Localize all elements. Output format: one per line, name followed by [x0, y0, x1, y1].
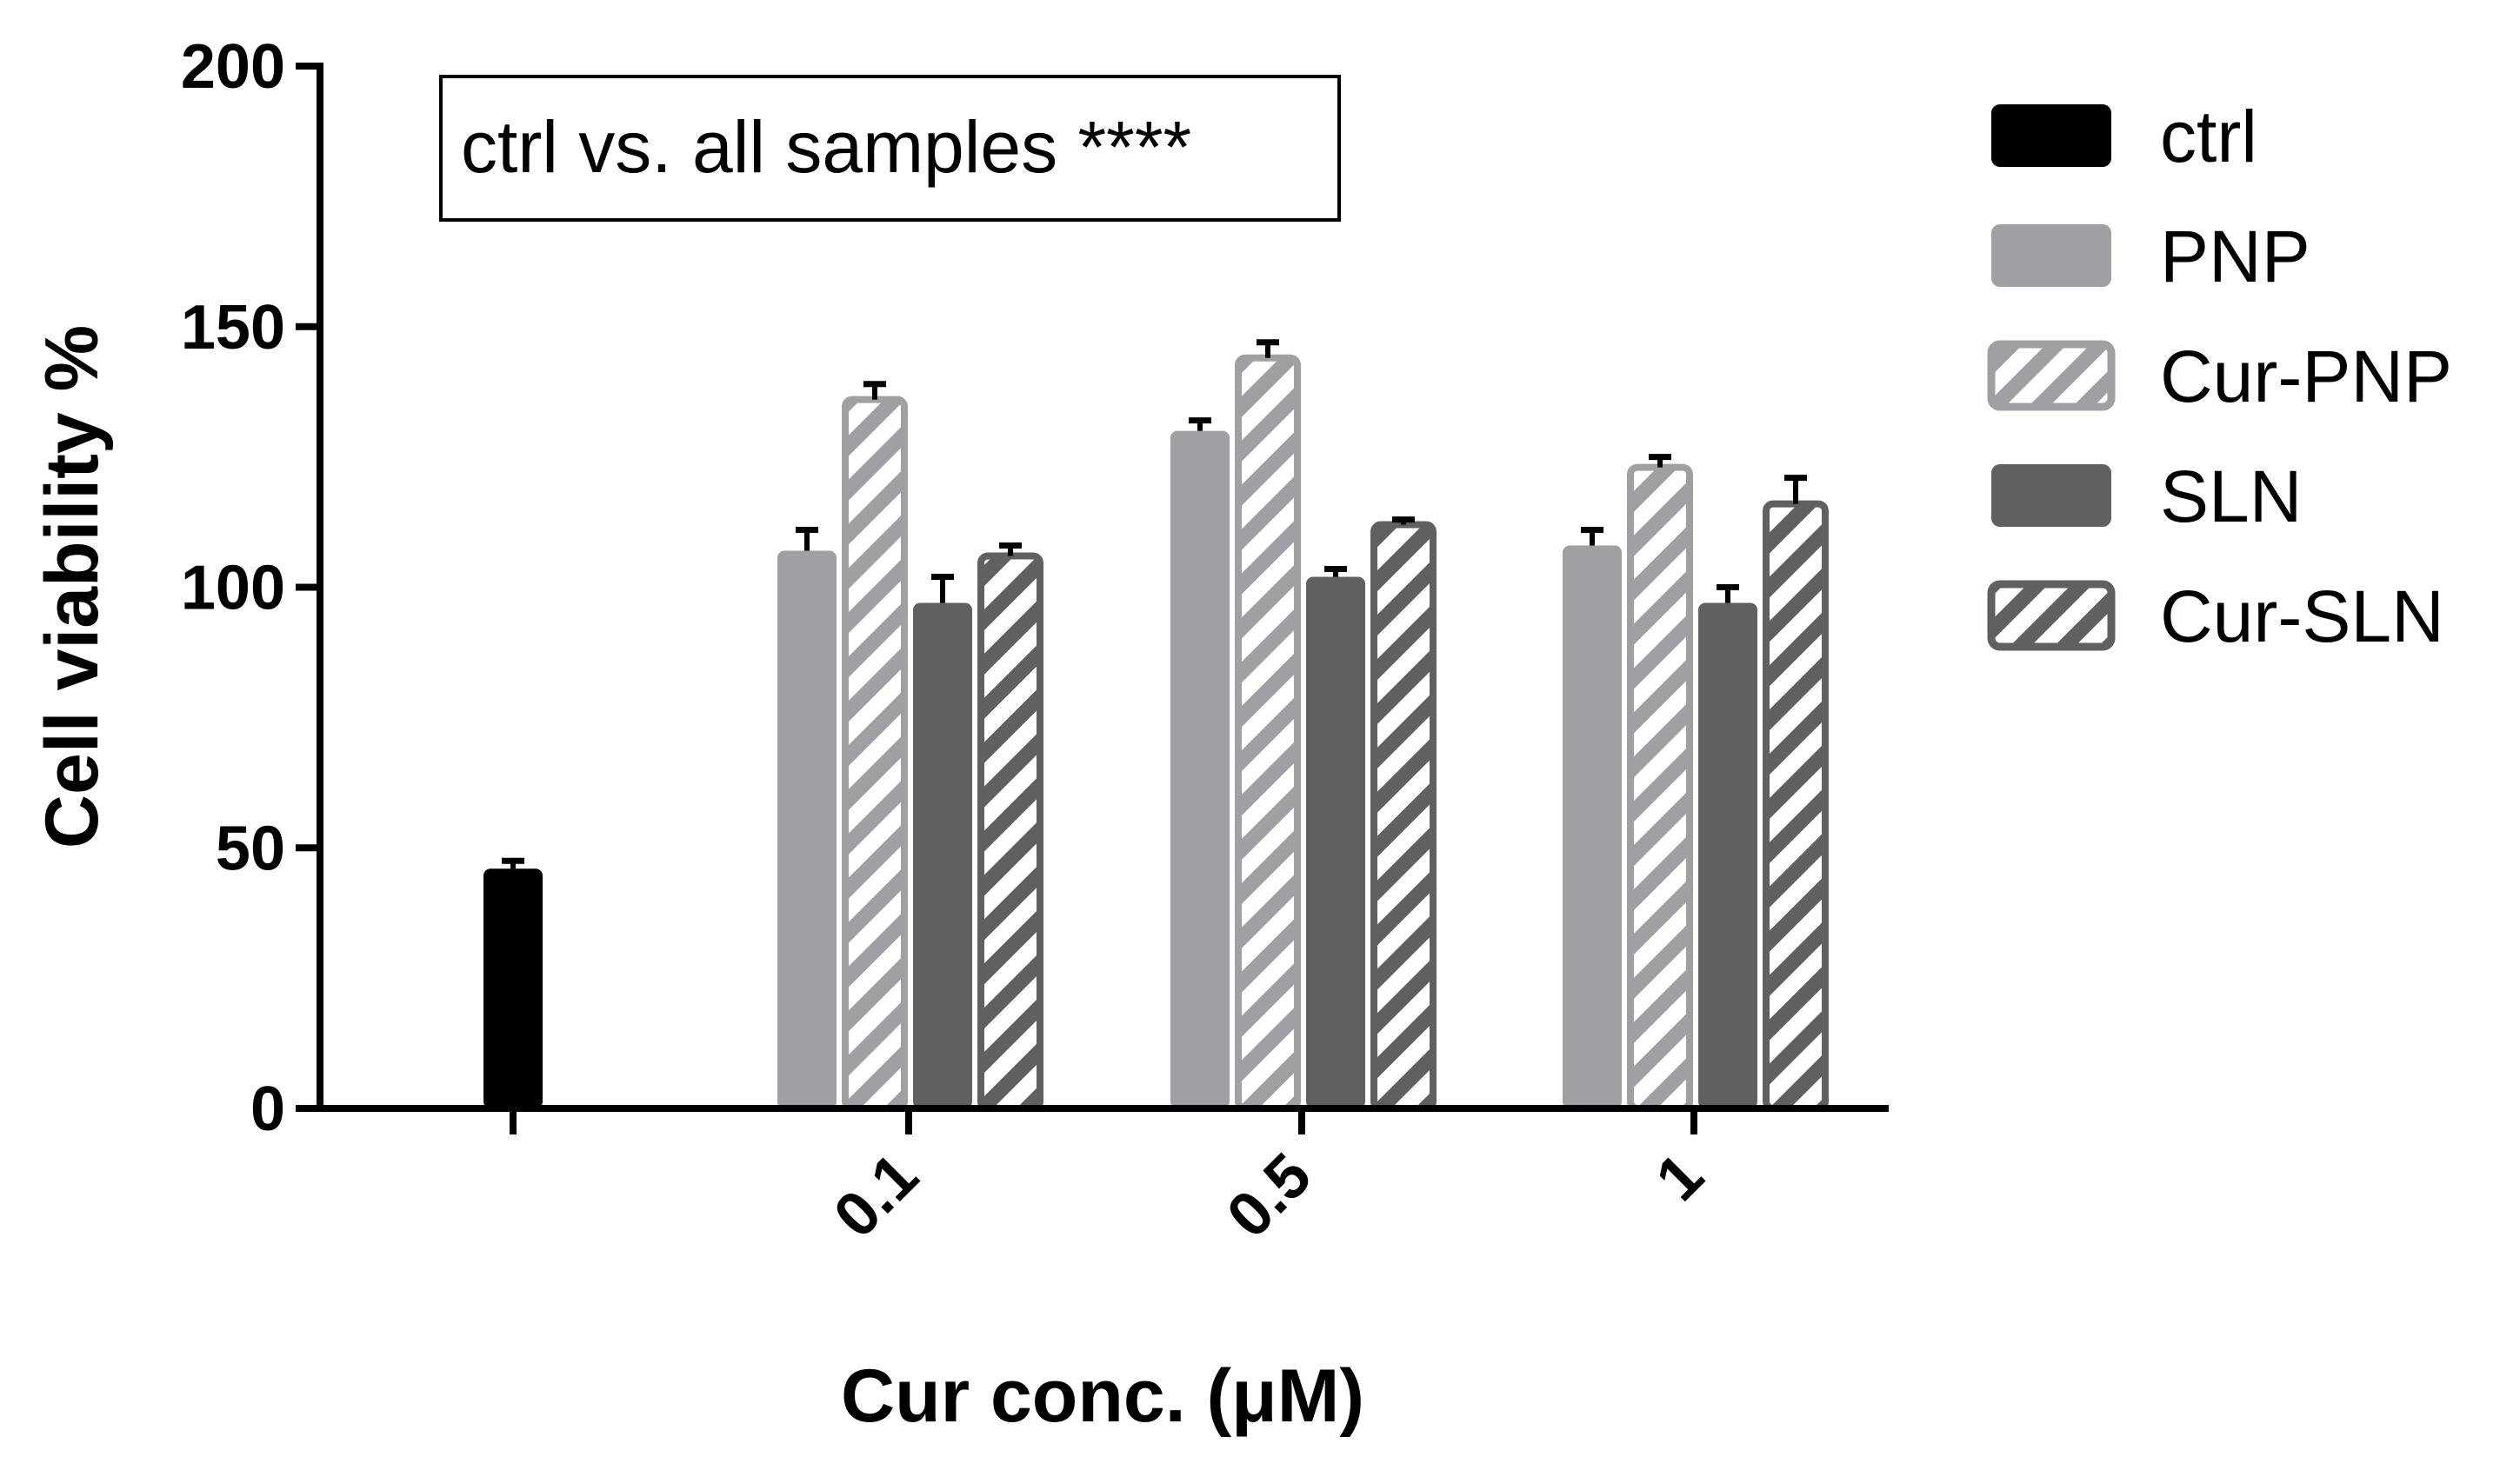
y-tick-label-200: 200 — [181, 32, 285, 102]
legend-label-cur-sln: Cur-SLN — [2160, 575, 2444, 657]
legend-swatch-sln — [1991, 464, 2111, 527]
x-tick-label-0-1: 0.1 — [821, 1141, 931, 1251]
annotation-frame — [439, 75, 1341, 222]
error-bars-layer — [502, 339, 1807, 869]
bar-sln-0-5 — [1306, 576, 1365, 1108]
legend-swatch-ctrl — [1991, 104, 2111, 167]
bars-layer — [483, 354, 1829, 1113]
bar-sln-1 — [1698, 602, 1757, 1108]
legend-swatch-cur-sln — [1987, 580, 2116, 651]
y-axis-title: Cell viability % — [30, 325, 114, 848]
legend-label-ctrl: ctrl — [2160, 96, 2257, 177]
legend-label-pnp: PNP — [2160, 216, 2310, 297]
bar-cur-pnp-1 — [1627, 463, 1693, 1112]
bar-sln-0-1 — [913, 602, 972, 1108]
y-tick-label-100: 100 — [181, 554, 285, 623]
y-tick-label-0: 0 — [250, 1074, 285, 1144]
bar-pnp-0-5 — [1170, 430, 1230, 1108]
annotation-text: ctrl vs. all samples **** — [461, 106, 1191, 188]
annotation-box: ctrl vs. all samples **** — [439, 75, 1341, 222]
bar-cur-sln-0-1 — [977, 552, 1043, 1112]
y-tick-label-50: 50 — [216, 814, 285, 883]
legend-label-cur-pnp: Cur-PNP — [2160, 336, 2452, 417]
bar-cur-pnp-0-5 — [1235, 354, 1301, 1113]
legend-label-sln: SLN — [2160, 456, 2302, 537]
y-tick-label-150: 150 — [181, 293, 285, 363]
bar-pnp-1 — [1563, 545, 1622, 1108]
bar-cur-sln-0-5 — [1370, 521, 1437, 1112]
legend-swatch-cur-pnp — [1987, 340, 2116, 411]
x-axis-title: Cur conc. (μM) — [841, 1354, 1364, 1438]
bar-cur-pnp-0-1 — [842, 396, 908, 1112]
bar-cur-sln-1 — [1763, 500, 1829, 1112]
x-tick-label-1: 1 — [1643, 1141, 1717, 1214]
bar-ctrl-ctrl — [483, 868, 543, 1108]
bar-pnp-0-1 — [777, 550, 837, 1108]
x-tick-label-0-5: 0.5 — [1214, 1141, 1324, 1251]
legend: ctrl PNP Cur-PNP SLN Cur-SLN — [1987, 96, 2452, 657]
legend-swatch-pnp — [1991, 224, 2111, 287]
